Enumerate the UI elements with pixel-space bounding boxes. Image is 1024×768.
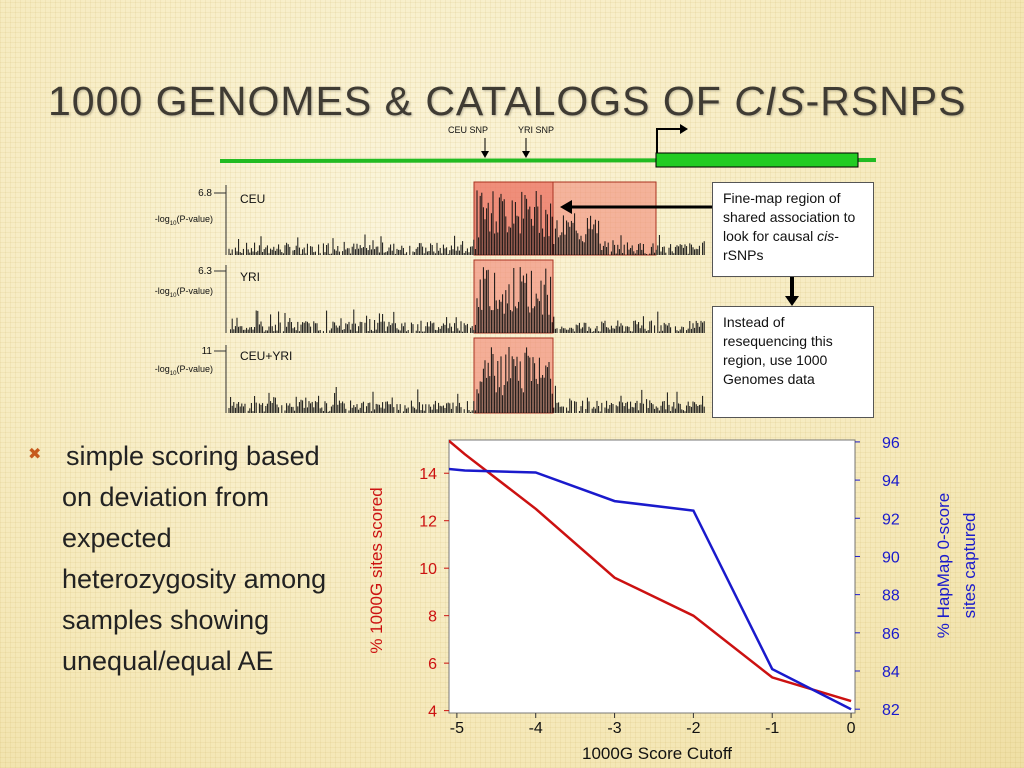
- y-right-tick-label: 82: [882, 702, 900, 719]
- yri-snp-arrowhead-icon: [522, 151, 530, 158]
- y-right-tick-label: 86: [882, 626, 900, 643]
- x-tick-label: -4: [529, 720, 543, 737]
- instead-callout: Instead of resequencing this region, use…: [712, 306, 874, 418]
- y-left-tick-label: 4: [428, 704, 437, 721]
- x-tick-label: -1: [765, 720, 779, 737]
- ceu-ylabel: -log10(P-value): [155, 214, 213, 227]
- y-left-tick-label: 6: [428, 656, 437, 673]
- x-tick-label: -5: [450, 720, 464, 737]
- y-left-tick-label: 12: [419, 514, 437, 531]
- yri-ylabel: -log10(P-value): [155, 286, 213, 299]
- y-right-tick-label: 96: [882, 435, 900, 452]
- tss-arrowhead-icon: [680, 124, 688, 134]
- association-tracks: [228, 190, 705, 413]
- bullet-text: simple scoring based on deviation from e…: [62, 441, 327, 676]
- down-arrowhead-icon: [785, 296, 799, 306]
- gene-map: CEU SNP YRI SNP: [219, 124, 877, 168]
- y-left-tick-label: 8: [428, 609, 437, 626]
- y-right-axis-label-2: sites captured: [960, 513, 979, 619]
- x-tick-label: 0: [847, 720, 856, 737]
- y-right-tick-label: 88: [882, 588, 900, 605]
- x-axis-label: 1000G Score Cutoff: [582, 744, 732, 763]
- slide-title: 1000 Genomes & Catalogs of cis-rSNPs: [48, 78, 967, 124]
- y-right-tick-label: 94: [882, 473, 900, 490]
- series-left-line: [449, 440, 852, 703]
- x-tick-label: -3: [607, 720, 621, 737]
- yri-snp-label: YRI SNP: [518, 125, 554, 135]
- combined-ylabel: -log10(P-value): [155, 364, 213, 377]
- finemap-arrowhead-icon: [560, 200, 572, 214]
- x-mark-icon: ✖: [28, 446, 42, 463]
- y-right-axis-label-1: % HapMap 0-score: [934, 493, 953, 639]
- y-left-tick-label: 10: [419, 561, 437, 578]
- ceu-max-label: 6.8: [198, 188, 212, 199]
- yri-track-name: YRI: [240, 270, 260, 284]
- yri-max-label: 6.3: [198, 266, 212, 277]
- chart-plot-area: [448, 439, 856, 714]
- combined-track-name: CEU+YRI: [240, 349, 292, 363]
- finemap-callout: Fine-map region of shared association to…: [712, 182, 874, 277]
- combined-max-label: 11: [202, 346, 213, 357]
- track-labels: 6.8 6.3 11 CEU YRI CEU+YRI -log10(P-valu…: [155, 185, 292, 413]
- gene-box: [655, 152, 859, 168]
- ceu-snp-label: CEU SNP: [448, 125, 488, 135]
- series-right-line: [449, 467, 852, 711]
- x-tick-label: -2: [686, 720, 700, 737]
- y-right-tick-label: 92: [882, 511, 900, 528]
- tss-arrow-icon: [656, 128, 680, 153]
- y-left-tick-label: 14: [419, 466, 437, 483]
- ceu-snp-arrowhead-icon: [481, 151, 489, 158]
- y-left-axis-label: % 1000G sites scored: [367, 487, 386, 653]
- y-right-tick-label: 84: [882, 664, 900, 681]
- ceu-track-name: CEU: [240, 192, 265, 206]
- score-cutoff-chart: -5 -4 -3 -2 -1 0 4 6 8 10 12 14 82 84 86 88 90 92 94 96 1000…: [367, 435, 979, 763]
- y-right-tick-label: 90: [882, 549, 900, 566]
